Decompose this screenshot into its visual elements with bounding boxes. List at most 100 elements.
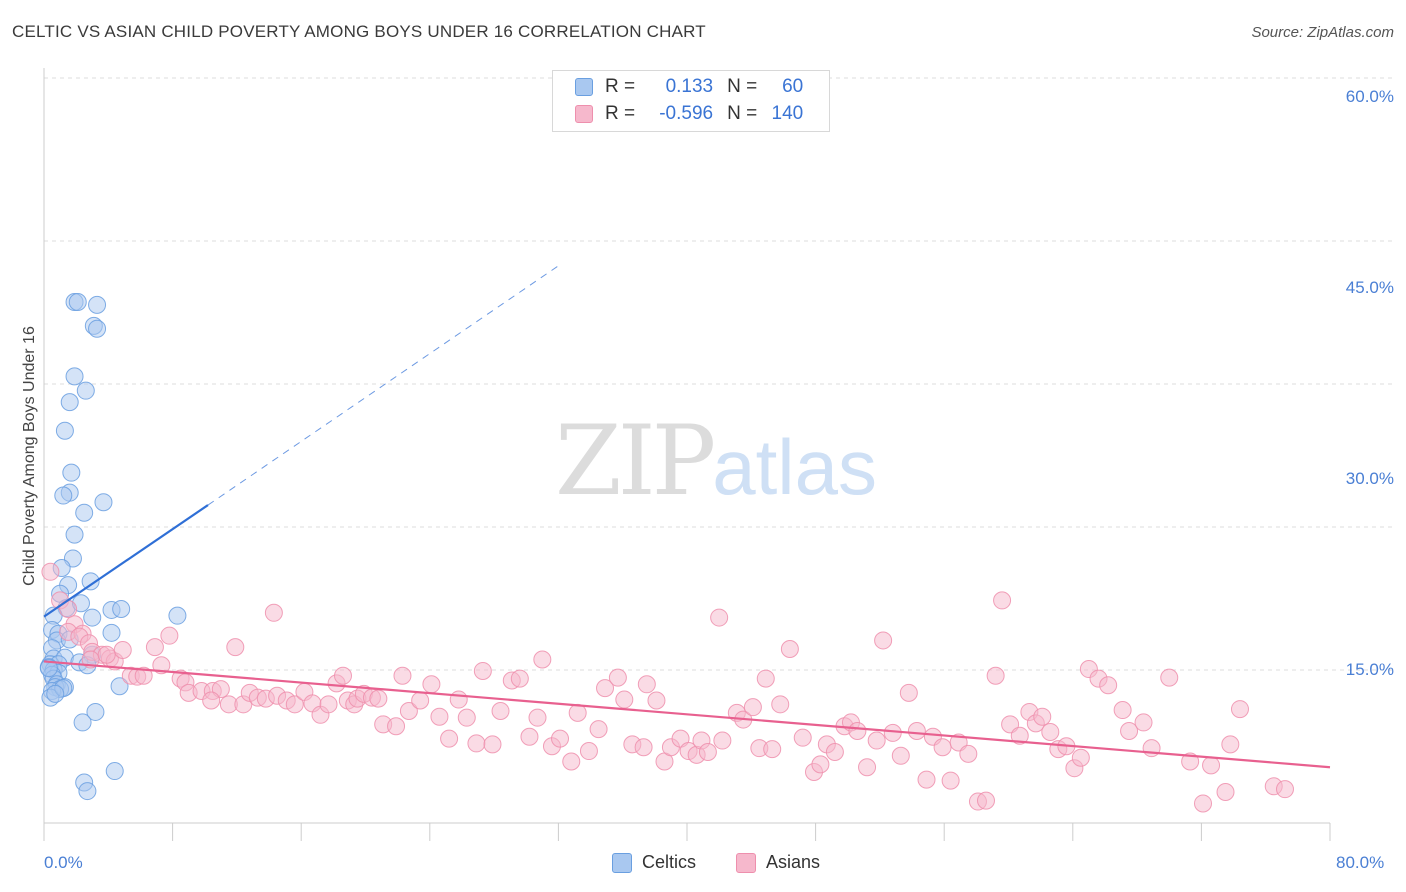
asians-point xyxy=(743,698,762,717)
asians-point xyxy=(457,708,476,727)
asians-point xyxy=(899,683,918,702)
asians-point xyxy=(393,666,412,685)
asians-point xyxy=(793,728,812,747)
asians-point xyxy=(874,631,893,650)
asians-point xyxy=(160,626,179,645)
asians-point xyxy=(1120,722,1139,741)
trend-lines xyxy=(43,265,1331,769)
asians-point xyxy=(993,591,1012,610)
y-tick-label: 30.0% xyxy=(1345,469,1394,488)
asians-point xyxy=(430,707,449,726)
legend-row-celtics: R = 0.133 N = 60 xyxy=(575,75,803,99)
asians-point xyxy=(579,742,598,761)
asians-point xyxy=(891,746,910,765)
asians-point xyxy=(1216,783,1235,802)
r-label: R = xyxy=(605,103,636,124)
asians-point xyxy=(811,755,830,774)
asians-point xyxy=(756,669,775,688)
celtics-point xyxy=(65,367,84,386)
asians-point xyxy=(551,729,570,748)
celtics-point xyxy=(68,293,87,312)
celtics-point xyxy=(88,319,107,338)
y-axis-label: Child Poverty Among Boys Under 16 xyxy=(21,326,38,586)
asians-point xyxy=(491,701,510,720)
asians-point xyxy=(848,722,867,741)
asians-point xyxy=(1033,707,1052,726)
asians-point xyxy=(113,640,132,659)
asians-point xyxy=(596,679,615,698)
asians-point xyxy=(1181,752,1200,771)
n-value: 60 xyxy=(782,76,804,97)
asians-point xyxy=(1134,713,1153,732)
asians-point xyxy=(634,738,653,757)
asians-point xyxy=(528,708,547,727)
asians-point xyxy=(637,675,656,694)
asians-point xyxy=(858,758,877,777)
asians-point xyxy=(780,640,799,659)
celtics-point xyxy=(168,606,187,625)
celtics-point xyxy=(55,421,74,440)
asians-point xyxy=(510,669,529,688)
celtics-point xyxy=(75,503,94,522)
watermark: ZIPatlas xyxy=(555,405,877,517)
asians-point xyxy=(933,738,952,757)
celtics-point xyxy=(81,572,100,591)
asians-point xyxy=(1010,726,1029,745)
asians-point xyxy=(771,695,790,714)
asians-point xyxy=(713,731,732,750)
asians-point xyxy=(134,666,153,685)
asians-point xyxy=(285,695,304,714)
asians-point xyxy=(369,689,388,708)
asians-point xyxy=(97,645,116,664)
asians-point xyxy=(589,720,608,739)
celtics-point xyxy=(78,782,97,801)
celtics-point xyxy=(73,713,92,732)
celtics-point xyxy=(110,677,129,696)
asians-point xyxy=(608,668,627,687)
asians-point xyxy=(387,717,406,736)
asians-point xyxy=(917,770,936,789)
asians-point xyxy=(440,729,459,748)
asians-point xyxy=(399,701,418,720)
asians-point xyxy=(422,675,441,694)
asians-point xyxy=(562,752,581,771)
celtics-points xyxy=(39,293,187,801)
celtics-swatch xyxy=(575,78,593,96)
asians-point xyxy=(941,771,960,790)
r-label: R = xyxy=(605,76,636,97)
asians-legend-label: Asians xyxy=(766,852,821,872)
celtics-point xyxy=(62,463,81,482)
asians-point xyxy=(473,661,492,680)
celtics-point xyxy=(88,295,107,314)
asians-point xyxy=(1041,722,1060,741)
asians-point xyxy=(1221,735,1240,754)
legend-item-asians: Asians xyxy=(736,852,820,873)
celtics-point xyxy=(76,381,95,400)
asians-point xyxy=(533,650,552,669)
celtics-point xyxy=(94,493,113,512)
asians-legend-swatch xyxy=(736,852,756,873)
asians-point xyxy=(763,740,782,759)
celtics-point xyxy=(83,608,102,627)
asians-point xyxy=(647,691,666,710)
celtics-point xyxy=(112,599,131,618)
asians-point xyxy=(1202,756,1221,775)
y-tick-label: 15.0% xyxy=(1345,660,1394,679)
celtics-point xyxy=(86,702,105,721)
r-value: 0.133 xyxy=(665,76,714,97)
asians-points xyxy=(41,562,1294,813)
asians-point xyxy=(615,690,634,709)
asians-point xyxy=(226,638,245,657)
celtics-point xyxy=(39,659,58,678)
asians-point xyxy=(986,666,1005,685)
gridlines xyxy=(44,77,1392,671)
asians-point xyxy=(145,638,164,657)
asians-point xyxy=(959,744,978,763)
asians-point xyxy=(1275,780,1294,799)
watermark-zip: ZIP xyxy=(555,405,716,517)
asians-point xyxy=(883,723,902,742)
celtics-trend-line xyxy=(43,504,209,618)
asians-point xyxy=(825,742,844,761)
asians-point xyxy=(1230,700,1249,719)
celtics-point xyxy=(102,623,121,642)
